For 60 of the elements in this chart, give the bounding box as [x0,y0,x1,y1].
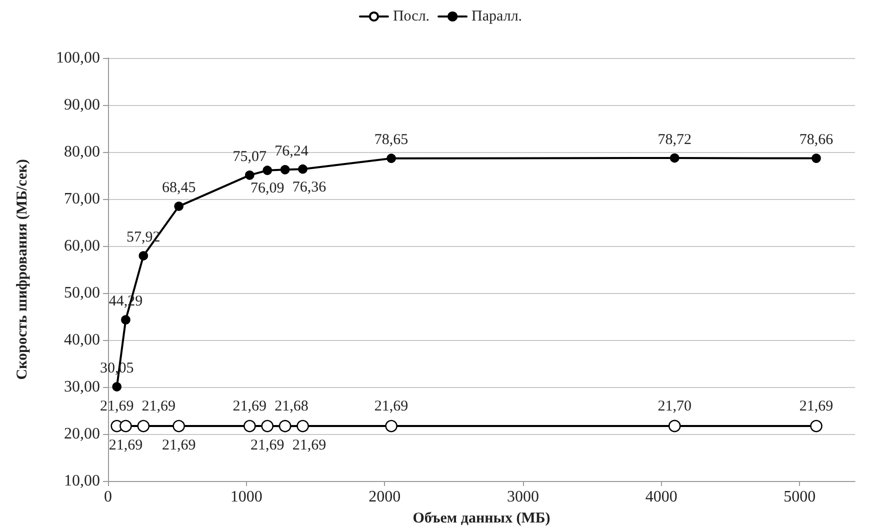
data-label: 78,66 [799,132,834,148]
point [261,420,274,432]
point [280,165,290,174]
y-tick-label: 20,00 [64,426,100,442]
point [296,420,309,432]
data-label: 21,69 [250,438,284,454]
y-tick-label: 10,00 [64,472,100,490]
data-label: 21,68 [274,398,308,414]
point [386,154,396,163]
point [121,315,130,324]
data-label: 75,07 [232,149,268,166]
point [385,420,398,432]
data-label: 21,70 [658,398,692,414]
data-label: 76,24 [274,144,309,160]
y-tick-label: 100,00 [56,50,100,66]
x-axis-title: Объем данных (МБ) [412,510,550,526]
point [137,420,150,432]
data-label: 21,69 [292,438,326,454]
point [668,420,681,432]
data-label: 68,45 [162,180,196,196]
y-tick-label: 30,00 [64,378,100,396]
data-label: 21,69 [374,398,408,414]
data-label: 78,65 [374,132,408,148]
point [112,382,122,392]
point [812,154,821,163]
point [138,251,148,260]
y-tick-label: 80,00 [64,144,100,160]
data-label: 76,09 [250,180,284,197]
x-tick-label: 1000 [230,488,262,506]
y-axis-title: Скорость шифрования (МБ/сек) [14,159,30,380]
x-tick-label: 0 [104,488,112,506]
point [810,420,822,432]
point [278,420,292,432]
legend-label: Посл. [392,8,430,24]
point [245,170,254,180]
y-tick-label: 60,00 [64,238,100,254]
point [172,420,185,432]
point [298,164,308,174]
point [670,153,680,163]
data-label: 21,69 [799,398,834,414]
point [244,420,256,432]
y-tick-label: 90,00 [64,96,100,114]
y-tick-label: 50,00 [64,284,100,302]
x-tick-label: 2000 [368,488,401,506]
legend-label: Паралл. [472,8,522,24]
point [174,202,184,211]
data-label: 21,69 [162,438,196,454]
data-label: 21,69 [232,398,267,414]
y-tick-label: 40,00 [64,332,100,348]
point [262,166,272,176]
x-tick-label: 5000 [784,488,816,506]
data-label: 78,72 [658,132,692,148]
data-label: 21,69 [100,398,134,414]
data-label: 76,36 [292,179,327,196]
x-tick-label: 4000 [645,488,678,506]
point [120,420,132,432]
data-label: 21,69 [142,398,176,414]
x-tick-label: 3000 [507,488,539,506]
y-tick-label: 70,00 [64,190,100,208]
data-label: 21,69 [108,438,143,454]
